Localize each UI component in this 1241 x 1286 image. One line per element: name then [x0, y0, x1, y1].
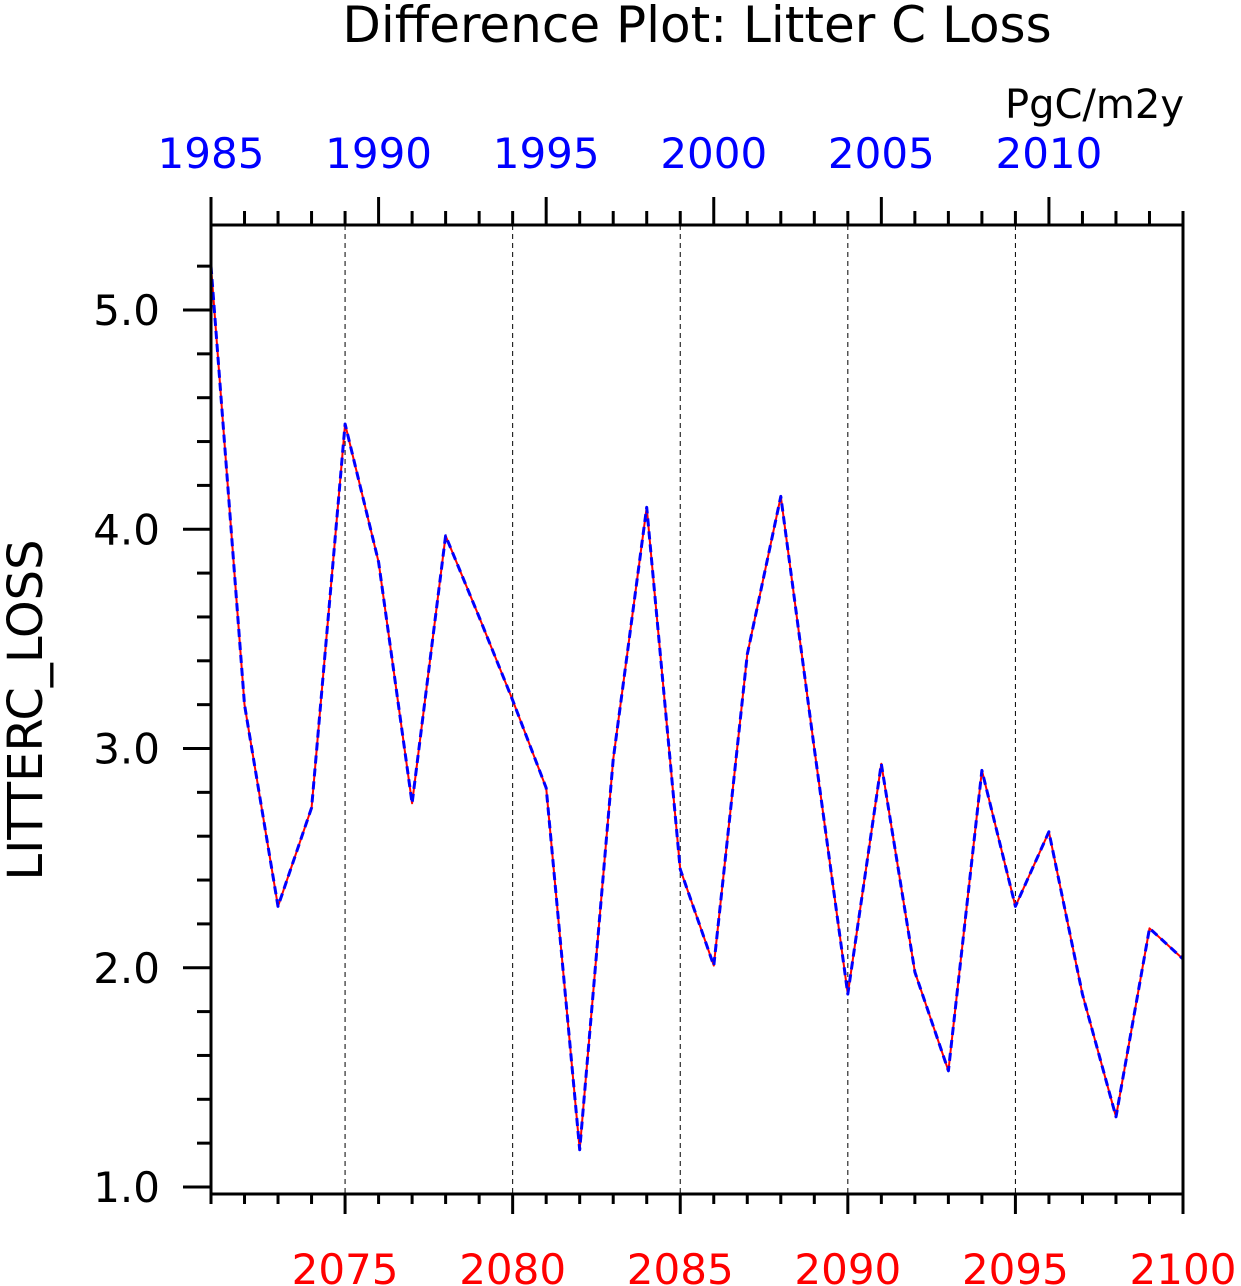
x-tick-label-bottom: 2100 [1130, 1245, 1237, 1286]
x-tick-label-bottom: 2090 [794, 1245, 901, 1286]
series-line-1 [210, 266, 1184, 1151]
x-tick-label-top: 2010 [995, 129, 1102, 178]
y-tick-label: 3.0 [93, 725, 160, 774]
y-tick-label: 2.0 [93, 944, 160, 993]
x-tick-label-bottom: 2075 [292, 1245, 399, 1286]
plot-frame [209, 223, 1185, 1196]
y-tick-label: 1.0 [93, 1163, 160, 1212]
x-tick-label-top: 1985 [158, 129, 265, 178]
y-tick-label: 5.0 [93, 286, 160, 335]
x-tick-label-top: 2005 [828, 129, 935, 178]
x-tick-label-bottom: 2085 [627, 1245, 734, 1286]
axes: 2075 2080 2085 2090 2095 2100 1985 1990 1995 2000… [93, 129, 1236, 1286]
y-tick-label: 4.0 [93, 505, 160, 554]
series-line-2 [209, 265, 1185, 1152]
chart-title: Difference Plot: Litter C Loss [342, 0, 1051, 54]
x-tick-label-top: 1995 [493, 129, 600, 178]
x-tick-label-bottom: 2095 [962, 1245, 1069, 1286]
units-label: PgC/m2y [1005, 82, 1184, 128]
grid-lines [344, 225, 1016, 1194]
y-axis-label: LITTERC_LOSS [0, 539, 54, 880]
plot-series [209, 265, 1185, 1152]
x-tick-label-top: 2000 [660, 129, 767, 178]
x-tick-label-bottom: 2080 [459, 1245, 566, 1286]
x-tick-label-top: 1990 [325, 129, 432, 178]
